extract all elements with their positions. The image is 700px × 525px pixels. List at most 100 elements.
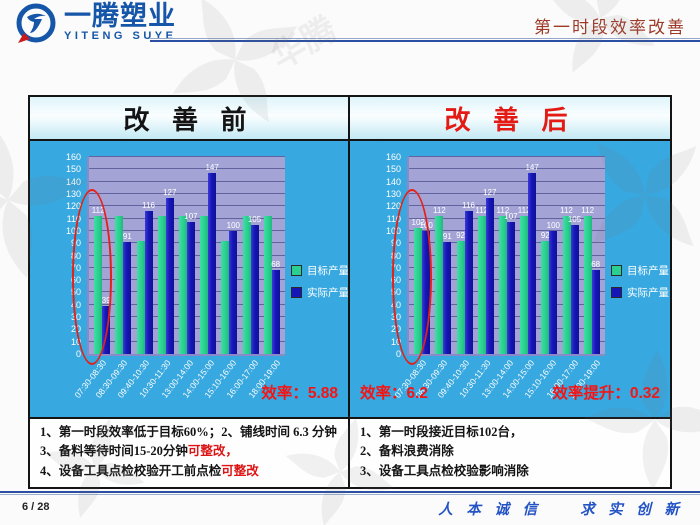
bar-group: 112 68 — [581, 157, 601, 354]
y-tick-label: 140 — [65, 176, 81, 187]
legend-label: 目标产量 — [307, 265, 349, 277]
bar-value-label: 105 — [567, 214, 582, 224]
y-tick-label: 20 — [70, 324, 81, 335]
target-bar: 92 — [541, 231, 550, 354]
legend-label: 实际产量 — [627, 287, 669, 299]
gridline — [409, 168, 605, 170]
legend-item: 实际产量 — [291, 285, 349, 300]
actual-bar: 127 — [483, 188, 496, 354]
bar-value-label: 107 — [184, 212, 198, 222]
bar-value-label: 112 — [496, 206, 510, 216]
bar-value-label: 127 — [483, 187, 497, 197]
y-tick-label: 0 — [395, 349, 401, 359]
note-text: 4、设备工具点检校验开工前点检 — [40, 463, 222, 478]
note-text: 1、第一时段效率低于目标60%；2、铺线时间 6.3 分钟 — [40, 425, 337, 439]
note-line: 3、设备工具点检校验影响消除 — [360, 462, 662, 481]
y-tick-label: 0 — [75, 349, 81, 359]
bar-value-label: 116 — [462, 201, 475, 211]
legend-label: 实际产量 — [307, 287, 349, 299]
gridline — [89, 168, 285, 170]
target-bar — [263, 216, 272, 354]
gridline — [89, 180, 285, 182]
bar-group: 147 — [200, 157, 219, 354]
efficiency-labels-before: 效率：5.88 — [40, 381, 338, 403]
bar-value-label: 112 — [560, 206, 573, 216]
company-logo: 一腾塑业 YITENG SUYE — [14, 3, 176, 45]
chart-after: 0 10 20 30 40 50 60 70 80 90 100 110 120 130 140 150 160… — [350, 141, 670, 419]
slide-header: 一腾塑业 YITENG SUYE 第一时段效率改善 — [0, 0, 700, 46]
target-bar: 112 — [475, 206, 488, 354]
bar-group: 100 — [221, 157, 240, 354]
y-tick-label: 160 — [385, 152, 401, 162]
target-bar — [115, 216, 124, 354]
bar-value-label: 147 — [525, 163, 539, 173]
comparison-table: 改 善 前 改 善 后 0 10 20 30 40 50 60 70 80 90 100 110 120… — [28, 95, 672, 489]
legend-before: 目标产量 实际产量 — [291, 263, 349, 300]
bar-value-label: 127 — [163, 187, 177, 197]
actual-bar: 107 — [184, 212, 198, 354]
panel-title-after: 改 善 后 — [350, 97, 670, 141]
plot-area-before: 112 39 91 116 127 107 147 100 105 68 — [87, 156, 285, 356]
note-text: 1、第一时段接近目标102台， — [360, 425, 523, 439]
y-tick-label: 130 — [65, 188, 81, 199]
bar-value-label: 112 — [475, 206, 489, 216]
y-tick-label: 10 — [70, 336, 81, 347]
y-tick-label: 20 — [390, 324, 401, 335]
legend-item: 目标产量 — [611, 263, 669, 278]
panel-title-before: 改 善 前 — [30, 97, 350, 141]
bar-group: 112 127 — [475, 157, 496, 354]
target-bar: 112 — [560, 206, 573, 354]
logo-chinese-name: 一腾塑业 — [64, 1, 176, 31]
efficiency-value: 效率：6.2 — [360, 385, 429, 402]
y-tick-label: 120 — [65, 201, 81, 212]
gridline — [89, 156, 285, 157]
bar-value-label: 92 — [456, 230, 466, 240]
bar-value-label: 116 — [142, 201, 155, 211]
y-tick-label: 150 — [65, 164, 81, 175]
target-bar — [178, 216, 187, 354]
actual-bar: 105 — [568, 215, 581, 354]
slide-title: 第一时段效率改善 — [534, 18, 686, 37]
y-tick-label: 150 — [385, 164, 401, 175]
actual-bar: 116 — [142, 201, 155, 354]
bar-group: 105 — [242, 157, 262, 354]
actual-bar: 68 — [271, 260, 280, 354]
actual-bar: 100 — [227, 221, 240, 354]
note-line: 3、备料等待时间15-20分钟可整改， — [40, 442, 340, 461]
y-tick-label: 160 — [65, 152, 81, 162]
bar-value-label: 107 — [504, 212, 518, 222]
bar-value-label: 92 — [540, 230, 550, 240]
highlight-ellipse-before — [72, 189, 112, 365]
bar-value-label: 112 — [432, 206, 446, 216]
actual-bar: 100 — [547, 221, 560, 354]
gridline — [89, 217, 285, 219]
y-tick-label: 140 — [385, 176, 401, 187]
slogan-left: 人 本 诚 信 — [438, 502, 543, 518]
gridline — [409, 156, 605, 157]
target-bar: 112 — [497, 206, 509, 354]
note-text: 可整改， — [187, 444, 238, 459]
bar-group: 68 — [263, 157, 280, 354]
note-line: 4、设备工具点检校验开工前点检可整改 — [40, 462, 340, 481]
header-divider — [150, 38, 700, 43]
actual-bar: 127 — [163, 188, 176, 354]
legend-swatch — [291, 287, 302, 298]
bar-value-label: 105 — [247, 214, 262, 224]
legend-label: 目标产量 — [627, 265, 669, 277]
actual-bar: 147 — [525, 163, 539, 354]
bar-value-label: 147 — [205, 163, 219, 173]
bar-value-label: 112 — [581, 206, 595, 216]
y-tick-label: 100 — [385, 225, 401, 236]
slogan-right: 求 实 创 新 — [580, 502, 684, 518]
bar-value-label: 68 — [591, 260, 601, 270]
bar-group: 112 91 — [432, 157, 452, 354]
actual-bar: 107 — [504, 212, 518, 354]
target-bar: 92 — [456, 231, 465, 354]
target-bar — [157, 216, 166, 354]
notes-after: 1、第一时段接近目标102台， 2、备料浪费消除 3、设备工具点检校验影响消除 — [350, 419, 670, 487]
bar-group: 112 147 — [518, 157, 539, 354]
gridline — [409, 192, 605, 194]
bar-group: 91 — [115, 157, 132, 354]
bar-group: 116 — [136, 157, 155, 354]
